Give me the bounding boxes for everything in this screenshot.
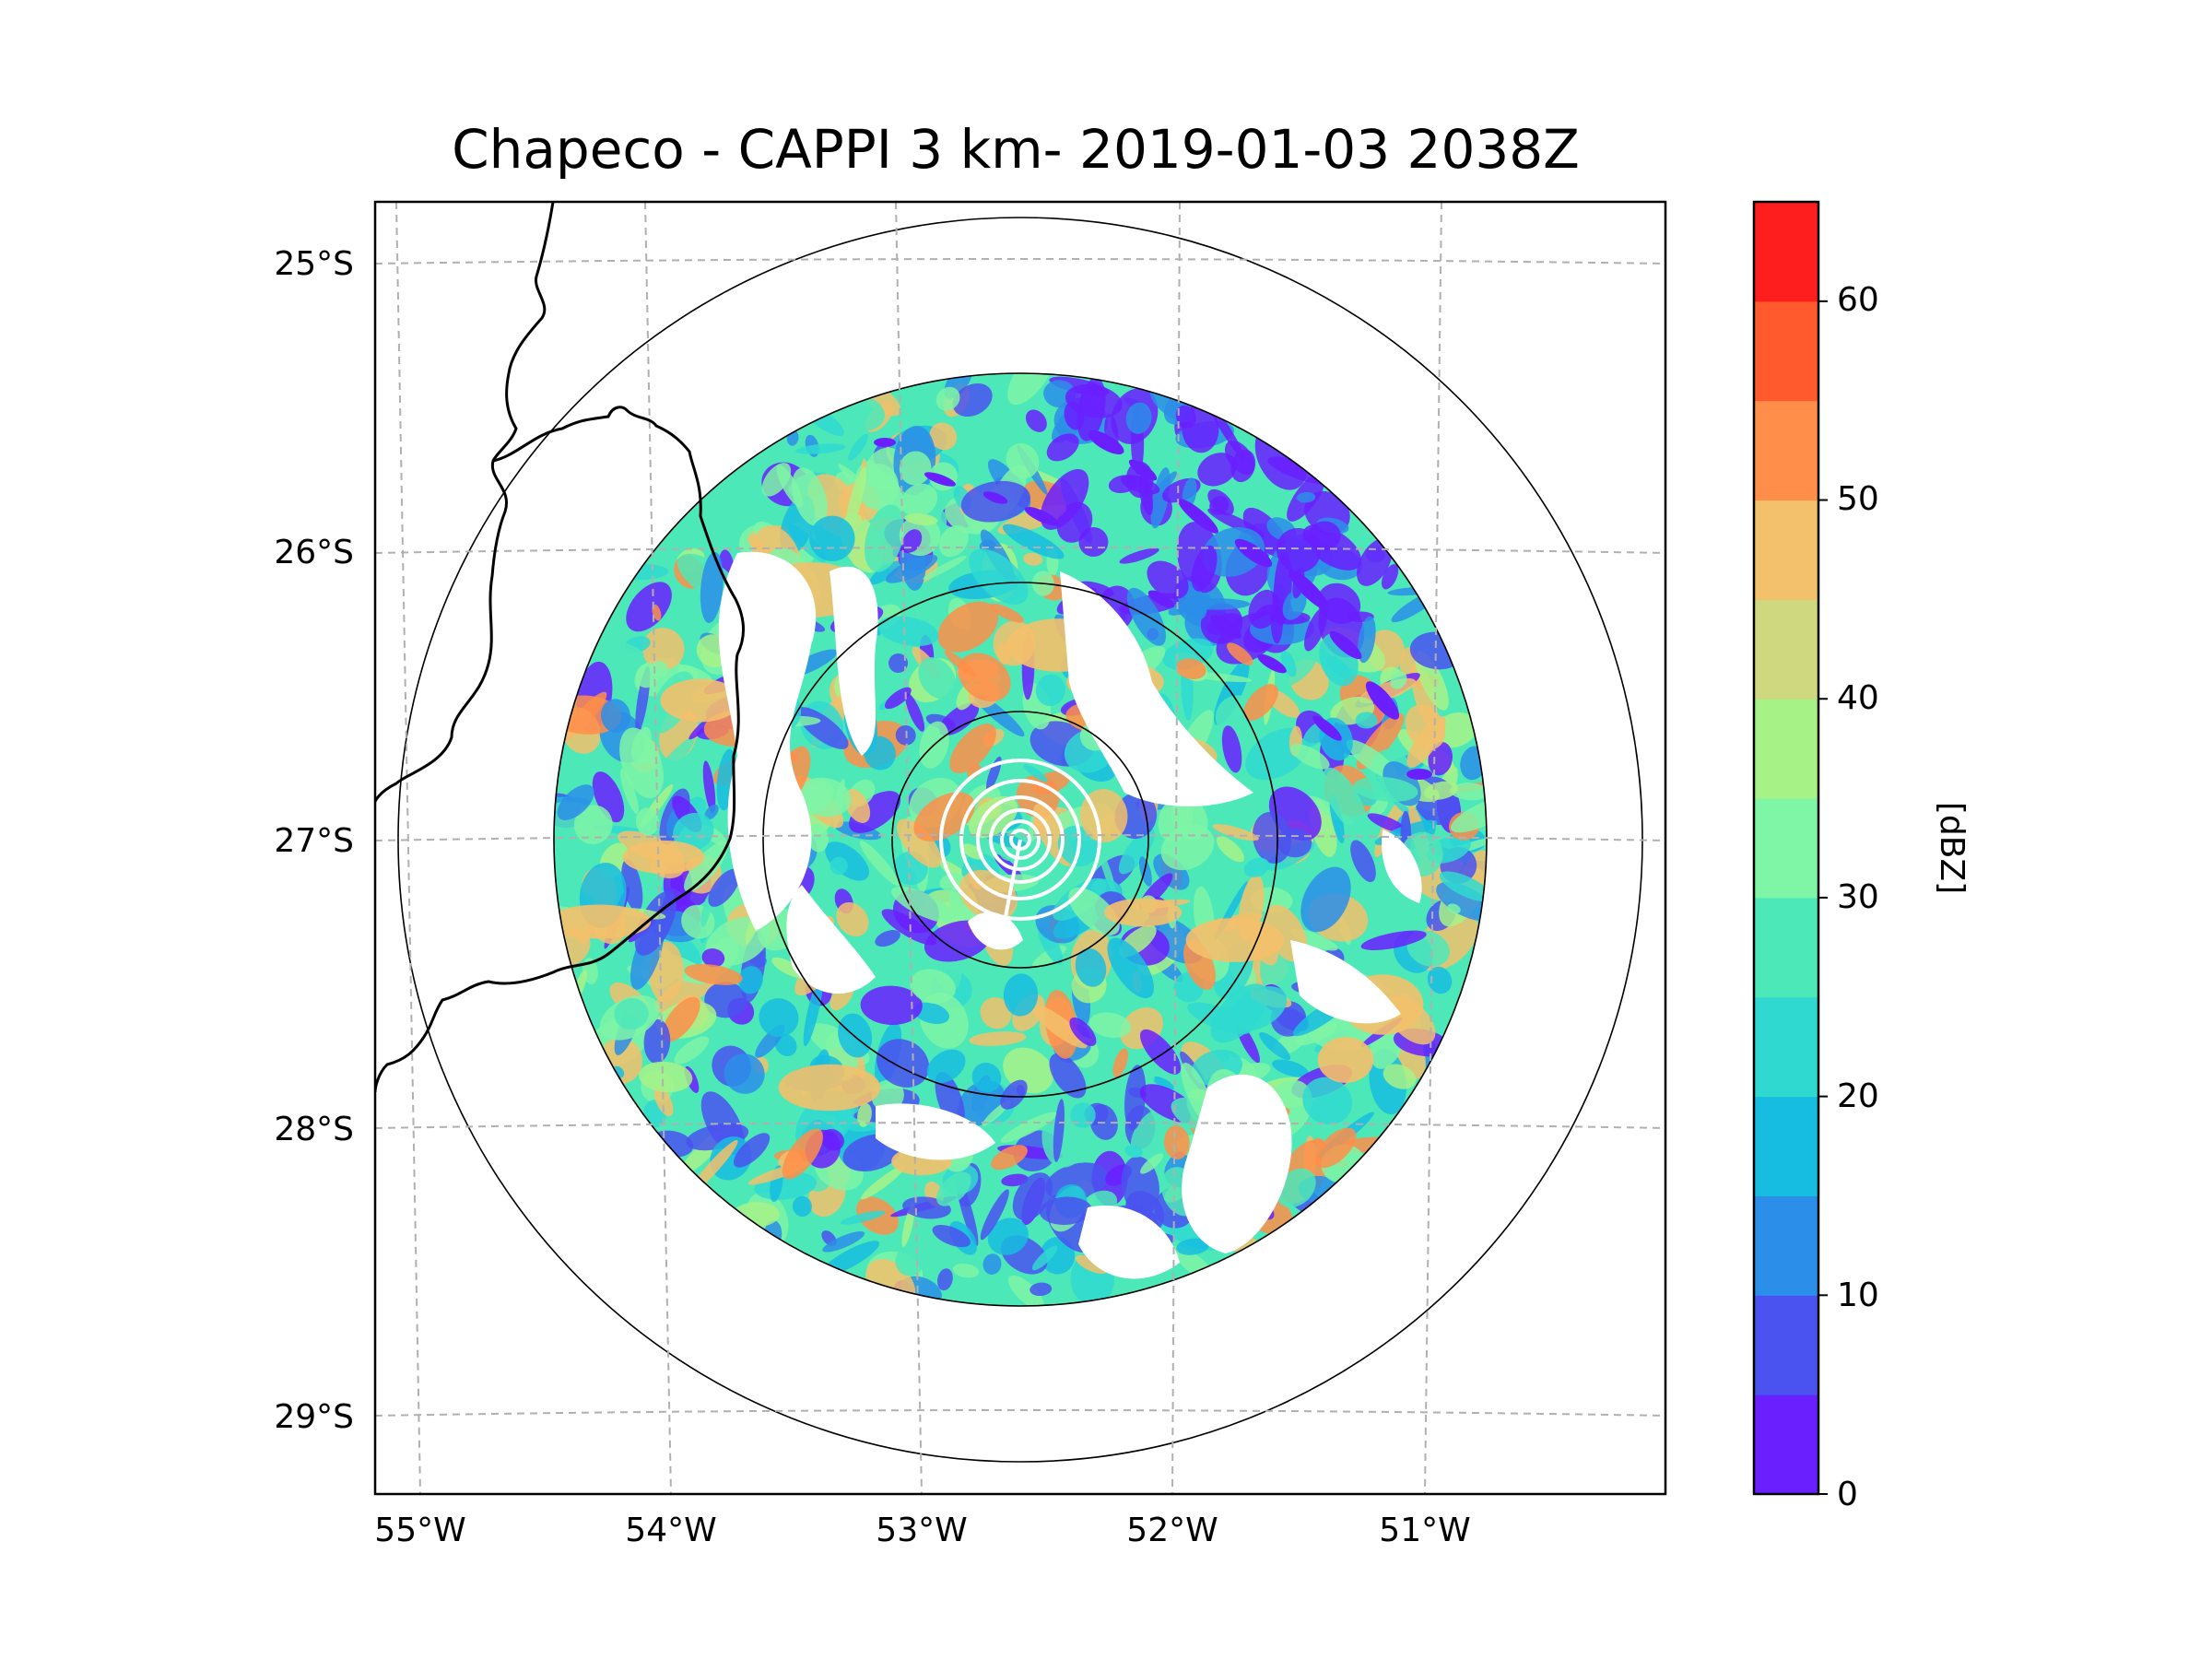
map-frame: [373, 200, 1667, 1496]
colorbar-level: [1754, 1195, 1818, 1296]
colorbar-tick-label: 60: [1837, 281, 1879, 319]
lon-axis-labels: 55°W 54°W 53°W 52°W 51°W: [374, 1512, 1470, 1549]
colorbar-tick-label: 20: [1837, 1077, 1879, 1115]
colorbar-tick-label: 50: [1837, 480, 1879, 518]
colorbar-level: [1754, 599, 1818, 700]
colorbar: 0 10 20 30 40 50 60 [dBZ]: [1752, 200, 1971, 1513]
lat-label: 26°S: [274, 534, 354, 571]
colorbar-level: [1754, 699, 1818, 799]
figure-title: Chapeco - CAPPI 3 km- 2019-01-03 2038Z: [452, 118, 1580, 181]
colorbar-tick-label: 30: [1837, 878, 1879, 916]
colorbar-ticks: 0 10 20 30 40 50 60: [1818, 281, 1879, 1513]
colorbar-level: [1754, 300, 1818, 402]
colorbar-tick-label: 0: [1837, 1476, 1858, 1513]
lon-label: 51°W: [1379, 1512, 1470, 1549]
lat-label: 28°S: [274, 1111, 354, 1148]
lat-axis-labels: 25°S 26°S 27°S 28°S 29°S: [274, 245, 354, 1436]
lon-label: 55°W: [374, 1512, 465, 1549]
colorbar-level: [1754, 897, 1818, 998]
lat-label: 29°S: [274, 1398, 354, 1436]
colorbar-level: [1754, 1394, 1818, 1495]
colorbar-level: [1754, 1295, 1818, 1395]
colorbar-level: [1754, 798, 1818, 899]
gridlines: [375, 202, 1665, 1494]
colorbar-level: [1754, 202, 1818, 302]
lon-label: 53°W: [876, 1512, 967, 1549]
colorbar-level: [1754, 500, 1818, 600]
colorbar-tick-label: 10: [1837, 1277, 1879, 1314]
colorbar-tick-label: 40: [1837, 679, 1879, 717]
lat-label: 27°S: [274, 822, 354, 860]
range-ring-3: [553, 372, 1488, 1307]
colorbar-level: [1754, 996, 1818, 1098]
lon-label: 52°W: [1126, 1512, 1218, 1549]
range-ring-2: [762, 582, 1278, 1098]
colorbar-frame: [1752, 200, 1820, 1496]
colorbar-levels: [1754, 202, 1818, 1495]
lon-label: 54°W: [625, 1512, 716, 1549]
colorbar-label: [dBZ]: [1933, 802, 1971, 894]
colorbar-level: [1754, 400, 1818, 501]
radar-site-rings: [939, 759, 1101, 923]
colorbar-level: [1754, 1096, 1818, 1196]
weak-echo-cells: [874, 430, 1432, 780]
political-borders: [375, 202, 746, 1093]
lat-label: 25°S: [274, 245, 354, 283]
range-ring-1: [891, 711, 1149, 969]
map-panel: [373, 200, 1667, 1496]
